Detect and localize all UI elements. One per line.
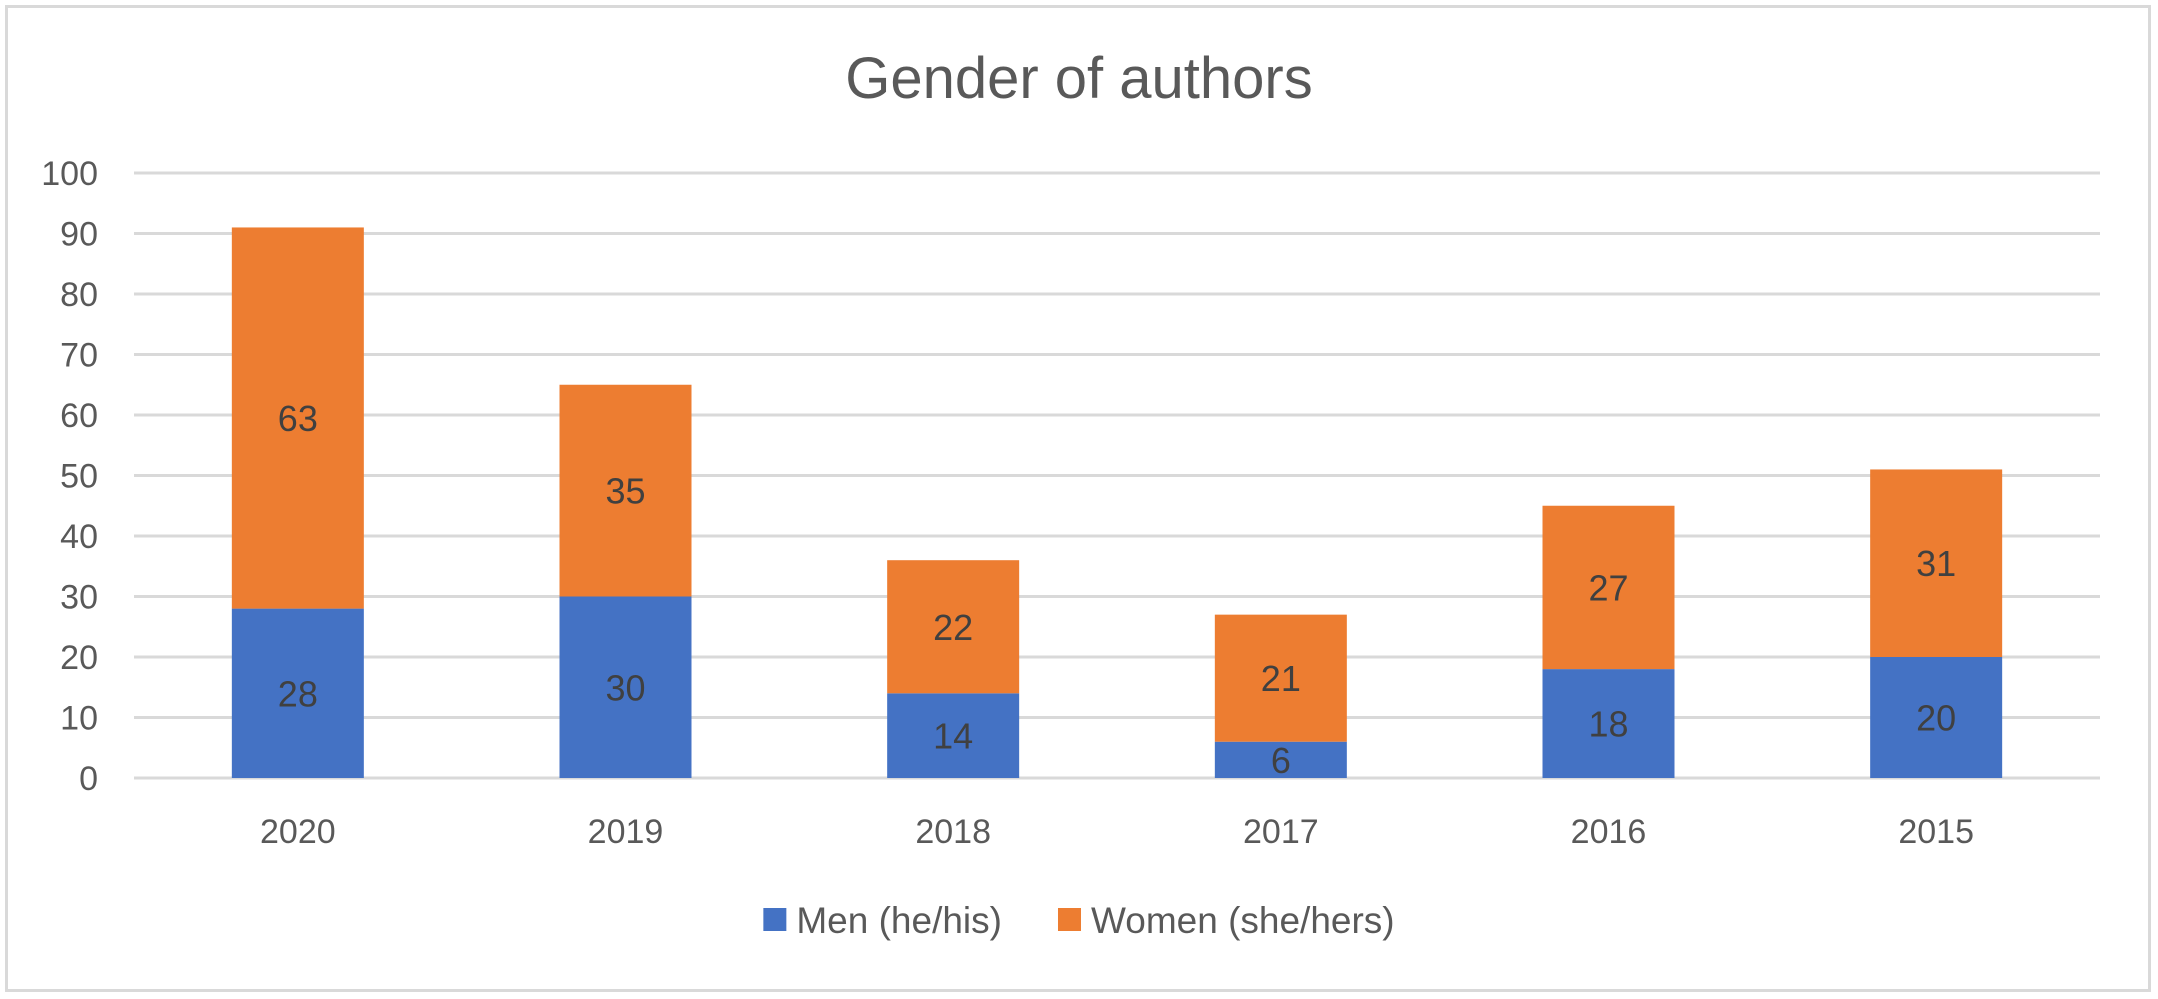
gridlines [134, 171, 2100, 780]
legend-item: Men (he/his) [763, 900, 1002, 941]
data-label: 14 [933, 716, 973, 757]
legend-swatch [1057, 908, 1081, 931]
chart-title: Gender of authors [845, 46, 1313, 111]
y-tick-label: 50 [60, 458, 98, 496]
bar-segment [559, 384, 692, 597]
bar-segment [1870, 469, 2003, 657]
bars [231, 227, 2003, 778]
x-tick-label: 2020 [260, 813, 336, 851]
y-tick-label: 20 [60, 639, 98, 677]
data-label: 20 [1916, 698, 1956, 739]
bar-segment [1870, 657, 2003, 778]
bar-segment [1542, 505, 1675, 670]
bar-segment [231, 227, 364, 609]
data-label: 18 [1588, 704, 1628, 745]
data-label: 28 [278, 673, 318, 714]
bar-segment [1214, 614, 1347, 742]
y-tick-label: 0 [79, 760, 98, 798]
legend: Men (he/his) Women (she/hers) [763, 900, 1395, 941]
y-tick-label: 30 [60, 579, 98, 617]
x-tick-label: 2018 [915, 813, 991, 851]
bar-segment [231, 608, 364, 778]
data-label: 31 [1916, 543, 1956, 584]
data-label: 30 [605, 667, 645, 708]
data-label: 63 [278, 398, 318, 439]
bar-segment [887, 560, 1020, 694]
data-label: 21 [1261, 658, 1301, 699]
legend-swatch [763, 908, 787, 931]
x-tick-label: 2017 [1243, 813, 1319, 851]
data-label: 27 [1588, 567, 1628, 608]
x-tick-label: 2015 [1898, 813, 1974, 851]
y-tick-label: 40 [60, 518, 98, 556]
legend-label: Men (he/his) [796, 900, 1002, 941]
legend-item: Women (she/hers) [1057, 900, 1395, 941]
y-tick-label: 10 [60, 700, 98, 738]
y-tick-label: 90 [60, 216, 98, 254]
data-label: 6 [1271, 740, 1291, 781]
y-tick-label: 70 [60, 337, 98, 375]
bar-segment [887, 693, 1020, 778]
x-axis-tick-labels: 2020 2019 2018 2017 2016 2015 [260, 813, 1974, 851]
data-label: 22 [933, 607, 973, 648]
legend-label: Women (she/hers) [1091, 900, 1395, 941]
y-tick-label: 80 [60, 276, 98, 314]
bar-segment [559, 596, 692, 778]
x-tick-label: 2019 [588, 813, 664, 851]
data-labels: 28 63 30 35 14 22 6 21 18 27 20 31 [278, 398, 1956, 781]
y-tick-label: 60 [60, 397, 98, 435]
x-tick-label: 2016 [1571, 813, 1647, 851]
data-label: 35 [605, 471, 645, 512]
bar-segment [1214, 741, 1347, 778]
bar-segment [1542, 669, 1675, 778]
y-axis-tick-labels: 0 10 20 30 40 50 60 70 80 90 100 [41, 155, 98, 798]
y-tick-label: 100 [41, 155, 98, 193]
